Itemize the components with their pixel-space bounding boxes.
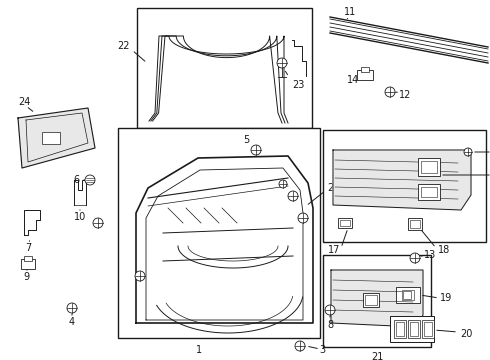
Text: 20: 20 xyxy=(460,329,472,339)
Circle shape xyxy=(385,87,395,97)
Text: 24: 24 xyxy=(18,97,30,107)
Polygon shape xyxy=(18,108,95,168)
Bar xyxy=(361,67,369,72)
Text: 17: 17 xyxy=(328,245,341,255)
Bar xyxy=(410,220,420,228)
Bar xyxy=(338,218,352,228)
Bar xyxy=(418,158,440,176)
Bar xyxy=(394,320,406,338)
Circle shape xyxy=(295,341,305,351)
Text: 22: 22 xyxy=(117,41,129,51)
Bar xyxy=(21,259,35,269)
Polygon shape xyxy=(333,150,471,210)
Bar xyxy=(402,290,414,300)
Bar xyxy=(363,293,379,307)
Bar xyxy=(410,322,418,336)
Bar xyxy=(422,320,434,338)
Circle shape xyxy=(464,148,472,156)
Bar xyxy=(137,8,312,128)
Circle shape xyxy=(279,180,287,188)
Text: 18: 18 xyxy=(438,245,450,255)
Circle shape xyxy=(93,218,103,228)
Bar xyxy=(390,316,434,342)
Text: 6: 6 xyxy=(73,175,79,185)
Bar xyxy=(403,291,411,299)
Bar xyxy=(24,256,32,261)
Circle shape xyxy=(85,175,95,185)
Bar xyxy=(357,70,373,80)
Circle shape xyxy=(325,305,335,315)
Text: 21: 21 xyxy=(371,352,383,360)
Text: 23: 23 xyxy=(292,80,304,90)
Text: 13: 13 xyxy=(424,250,436,260)
Bar xyxy=(396,322,404,336)
Bar xyxy=(408,320,420,338)
Circle shape xyxy=(410,253,420,263)
Text: 11: 11 xyxy=(344,7,356,17)
Text: 4: 4 xyxy=(69,317,75,327)
Circle shape xyxy=(277,58,287,68)
Bar xyxy=(421,161,437,173)
Text: 1: 1 xyxy=(196,345,202,355)
Bar xyxy=(424,322,432,336)
Bar xyxy=(365,295,377,305)
Bar xyxy=(340,220,350,226)
Bar xyxy=(323,130,486,242)
Bar xyxy=(396,287,420,303)
Text: 9: 9 xyxy=(23,272,29,282)
Text: 3: 3 xyxy=(319,345,325,355)
Circle shape xyxy=(67,303,77,313)
Text: 10: 10 xyxy=(74,212,86,222)
Bar xyxy=(323,255,431,347)
Bar xyxy=(418,184,440,200)
Text: 12: 12 xyxy=(399,90,411,100)
Bar xyxy=(421,187,437,197)
Text: 19: 19 xyxy=(440,293,452,303)
Text: 2: 2 xyxy=(327,183,333,193)
Polygon shape xyxy=(331,270,423,327)
Text: 8: 8 xyxy=(327,320,333,330)
Text: 7: 7 xyxy=(25,243,31,253)
Bar xyxy=(408,218,422,230)
Circle shape xyxy=(251,145,261,155)
Circle shape xyxy=(298,213,308,223)
Circle shape xyxy=(288,191,298,201)
Circle shape xyxy=(135,271,145,281)
Bar xyxy=(42,132,60,144)
Text: 5: 5 xyxy=(243,135,249,145)
Text: 14: 14 xyxy=(347,75,359,85)
Bar xyxy=(118,128,320,338)
